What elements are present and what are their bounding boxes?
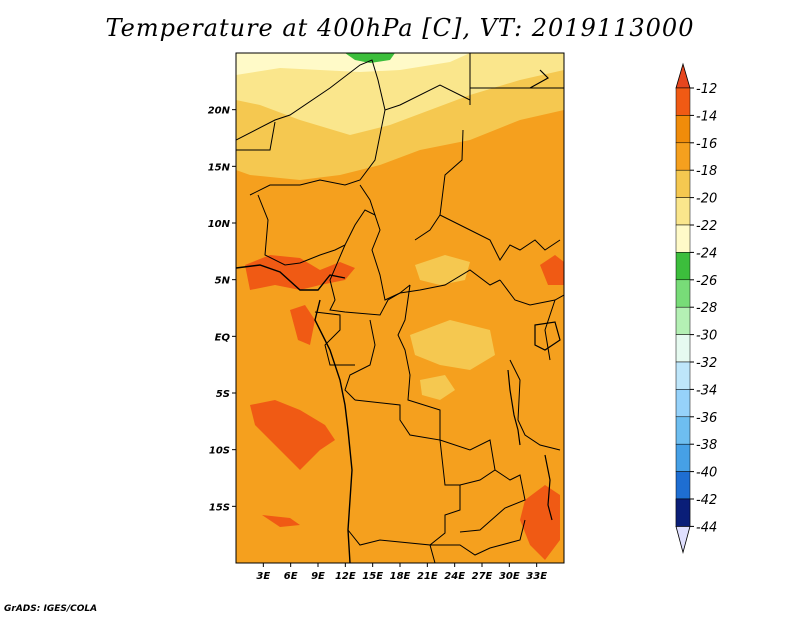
grads-credit: GrADS: IGES/COLA [4,604,98,614]
field-patch-18-central [415,255,470,285]
border-niger [236,121,276,151]
border-namibia [347,529,436,563]
colorbar-label: -18 [696,164,717,179]
lat-tick-label: 10S [209,446,230,457]
lon-tick-label: 18E [390,571,411,582]
colorbar: -12 -14 -16 -18 -20 -22 -24 -26 -28 -30 -32 -34 -36 -… [675,62,717,554]
colorbar-label: -40 [696,466,717,481]
border-sudan-south [439,214,561,261]
border-tanzania [509,359,561,451]
colorbar-label: -28 [696,301,717,316]
field-patch-24 [345,53,395,63]
country-borders [236,53,564,563]
border-chad-sudan [414,129,464,241]
colorbar-label: -26 [696,274,717,289]
colorbar-swatch [675,471,691,500]
colorbar-swatch [675,389,691,418]
colorbar-bottom-arrow [675,526,691,554]
colorbar-swatch [675,197,691,226]
colorbar-swatch [675,142,691,171]
lat-tick-label: 10N [208,219,231,230]
colorbar-label: -38 [696,438,717,453]
colorbar-swatch [675,87,691,116]
field-patch-12-west-africa [245,255,355,290]
field-patch-12-southeast [520,485,560,560]
lon-tick-label: 21E [417,571,438,582]
border-north-sahara [236,59,471,141]
field-band-20-north [236,53,564,135]
colorbar-label: -24 [696,246,717,261]
lat-tick-label: 5N [215,276,231,287]
border-lake-tanganyika [507,369,521,446]
lat-tick-label: 15N [208,162,231,173]
colorbar-top-arrow [675,62,691,89]
field-patch-18-south [420,375,455,400]
colorbar-label: -16 [696,137,717,152]
colorbar-label: -34 [696,383,717,398]
border-coast-central [314,299,353,563]
colorbar-swatch [675,416,691,445]
lat-tick-label: 15S [209,502,230,513]
field-band-22-top [236,53,470,75]
colorbar-swatch [675,443,691,472]
border-east-coast [544,299,556,361]
colorbar-swatch [675,169,691,198]
field-patch-12-south-strip [262,515,300,527]
colorbar-label: -32 [696,356,717,371]
colorbar-swatch [675,498,691,527]
colorbar-swatch [675,306,691,335]
longitude-ticks: 3E 6E 9E 12E 15E 18E 21E 24E 27E 30E 33E [256,563,547,582]
colorbar-swatch [675,361,691,390]
border-car [371,214,501,301]
colorbar-label: -36 [696,411,717,426]
colorbar-swatch [675,334,691,363]
colorbar-swatch [675,279,691,308]
border-niger-chad [249,109,386,196]
border-red-sea [529,69,549,89]
lat-tick-label: 20N [208,106,231,117]
field-patch-12-east [540,255,564,285]
lon-tick-label: 30E [499,571,520,582]
border-zambia [459,469,526,533]
border-southern [430,519,526,556]
colorbar-label: -30 [696,329,717,344]
lon-tick-label: 27E [472,571,493,582]
colorbar-swatch [675,252,691,281]
colorbar-label: -20 [696,192,717,207]
lon-tick-label: 9E [311,571,325,582]
border-gabon-congo [314,311,355,366]
lat-tick-label: 5S [216,389,230,400]
border-drc-north [344,319,376,401]
lon-tick-label: 33E [526,571,547,582]
border-angola [354,399,461,546]
plot-title: Temperature at 400hPa [C], VT: 201911300… [105,14,695,42]
field-patch-12-gabon [290,305,315,345]
border-lake-malawi [544,454,553,521]
colorbar-swatch [675,115,691,144]
lon-tick-label: 24E [444,571,465,582]
latitude-ticks: 20N 15N 10N 5N EQ 5S 10S 15S [208,106,236,513]
field-patch-18-congo [410,320,495,370]
colorbar-label: -12 [696,82,717,97]
lat-tick-label: EQ [215,332,231,343]
border-lake-victoria [534,321,561,351]
colorbar-label: -42 [696,493,717,508]
border-coast-west-africa [236,264,346,291]
lon-tick-label: 15E [362,571,383,582]
colorbar-label: -22 [696,219,717,234]
colorbar-label: -44 [696,520,717,535]
lon-tick-label: 12E [335,571,356,582]
field-patch-12-angola-coast [250,400,335,470]
colorbar-swatch [675,224,691,253]
border-east [499,279,564,306]
lon-tick-label: 3E [256,571,270,582]
lon-tick-label: 6E [284,571,298,582]
temperature-field [236,53,564,563]
colorbar-label: -14 [696,109,717,124]
border-drc [397,284,496,471]
